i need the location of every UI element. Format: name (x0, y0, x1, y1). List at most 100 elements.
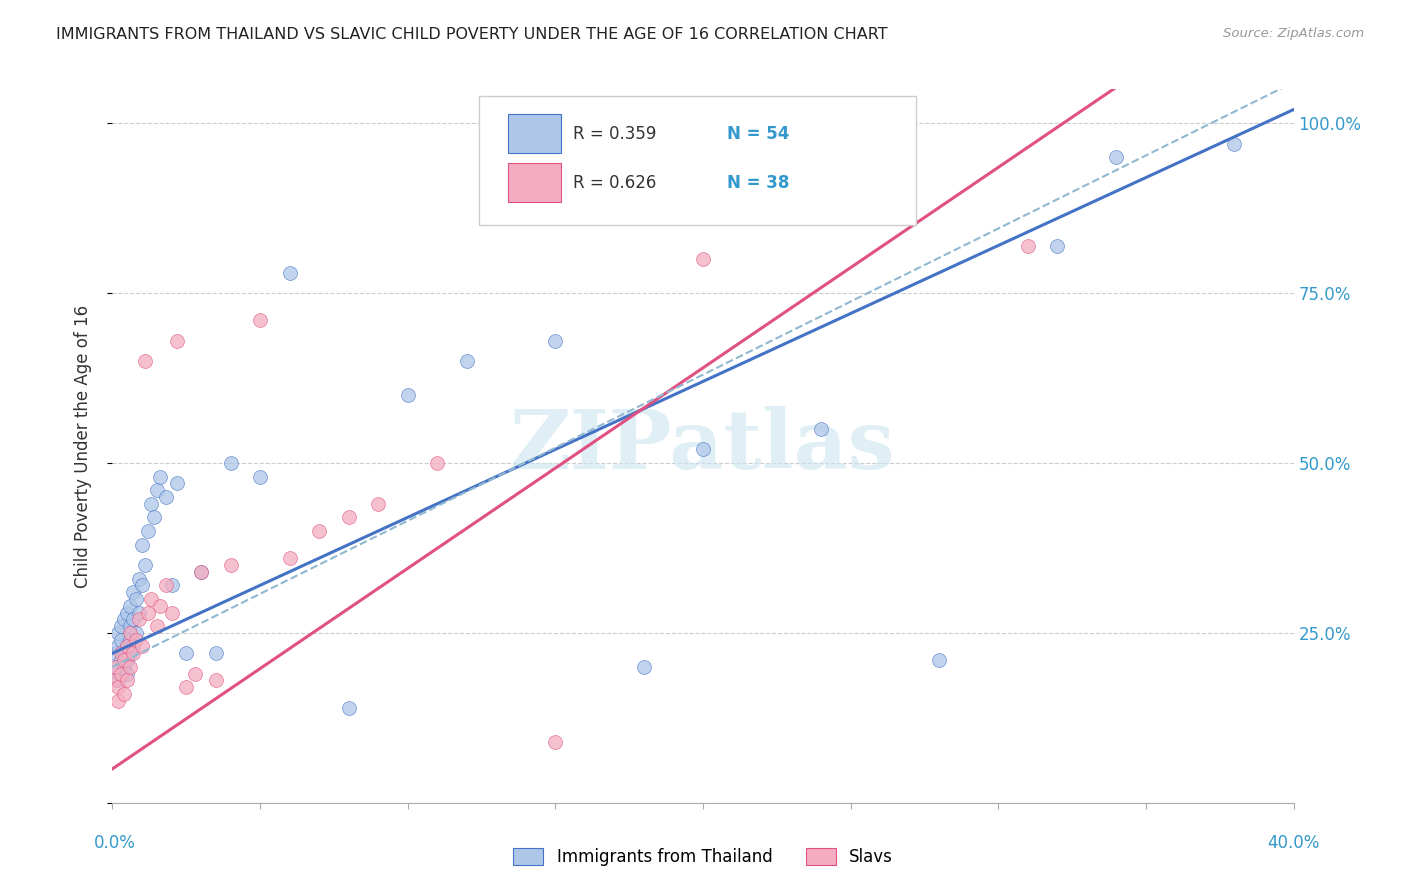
Point (120, 599, 142, 613)
Point (146, 619, 169, 633)
Text: N = 54: N = 54 (727, 125, 789, 143)
Point (125, 591, 148, 606)
Point (190, 565, 212, 579)
Point (692, 252, 714, 266)
Point (117, 673, 138, 688)
Point (426, 456, 449, 470)
Point (136, 606, 159, 620)
Point (128, 572, 150, 586)
Point (149, 469, 172, 483)
Point (166, 476, 188, 491)
Point (810, 422, 832, 436)
Point (122, 640, 145, 654)
Point (174, 680, 197, 694)
Point (110, 632, 132, 647)
Point (456, 354, 478, 368)
Point (110, 646, 132, 660)
Text: Source: ZipAtlas.com: Source: ZipAtlas.com (1223, 27, 1364, 40)
Point (155, 578, 177, 592)
Point (337, 700, 360, 714)
Text: ZIPatlas: ZIPatlas (510, 406, 896, 486)
Point (112, 646, 135, 660)
Point (128, 606, 150, 620)
Point (692, 442, 714, 457)
Point (219, 558, 242, 572)
Point (125, 626, 148, 640)
Point (544, 334, 567, 348)
Point (249, 469, 271, 483)
Point (107, 640, 129, 654)
Point (107, 694, 129, 708)
Point (120, 632, 142, 647)
Point (104, 660, 127, 674)
Point (1223, 136, 1246, 151)
Point (117, 666, 138, 681)
Point (166, 334, 188, 348)
Point (139, 497, 162, 511)
Point (107, 680, 129, 694)
FancyBboxPatch shape (508, 162, 561, 202)
Point (110, 619, 132, 633)
Point (149, 599, 172, 613)
Point (174, 646, 197, 660)
Point (155, 490, 177, 504)
Point (122, 612, 145, 626)
Point (308, 524, 330, 538)
Point (112, 660, 135, 674)
Point (134, 558, 156, 572)
Point (219, 456, 242, 470)
Legend: Immigrants from Thailand, Slavs: Immigrants from Thailand, Slavs (513, 847, 893, 866)
Point (112, 687, 135, 701)
Point (107, 626, 129, 640)
Point (146, 483, 169, 498)
Point (278, 266, 301, 280)
Point (249, 313, 271, 327)
Text: 40.0%: 40.0% (1267, 834, 1320, 852)
Point (120, 619, 142, 633)
Point (104, 673, 127, 688)
Point (120, 660, 142, 674)
Point (544, 734, 567, 748)
Point (928, 653, 950, 667)
Text: 0.0%: 0.0% (94, 834, 136, 852)
Point (122, 646, 145, 660)
Point (117, 653, 138, 667)
Point (205, 673, 228, 688)
Point (142, 510, 165, 524)
Point (367, 497, 389, 511)
Point (139, 591, 162, 606)
Point (396, 388, 419, 402)
Point (104, 660, 127, 674)
Text: R = 0.359: R = 0.359 (574, 125, 657, 143)
Point (136, 524, 159, 538)
Point (112, 653, 135, 667)
Point (134, 354, 156, 368)
Point (184, 666, 207, 681)
Text: N = 38: N = 38 (727, 175, 789, 193)
Point (131, 537, 153, 551)
FancyBboxPatch shape (508, 114, 561, 153)
Point (110, 653, 132, 667)
Point (128, 612, 150, 626)
Point (1046, 238, 1069, 252)
Point (337, 510, 360, 524)
Point (117, 606, 138, 620)
Point (160, 606, 183, 620)
Point (117, 640, 138, 654)
Point (131, 578, 153, 592)
Point (1017, 238, 1039, 252)
Text: IMMIGRANTS FROM THAILAND VS SLAVIC CHILD POVERTY UNDER THE AGE OF 16 CORRELATION: IMMIGRANTS FROM THAILAND VS SLAVIC CHILD… (56, 27, 887, 42)
Point (633, 660, 655, 674)
Point (190, 565, 212, 579)
Point (120, 626, 142, 640)
Point (1105, 150, 1128, 164)
Point (110, 666, 132, 681)
Point (122, 585, 145, 599)
Point (112, 612, 135, 626)
Point (104, 646, 127, 660)
Point (160, 578, 183, 592)
Point (278, 551, 301, 566)
Text: R = 0.626: R = 0.626 (574, 175, 657, 193)
FancyBboxPatch shape (478, 96, 915, 225)
Point (107, 673, 129, 688)
